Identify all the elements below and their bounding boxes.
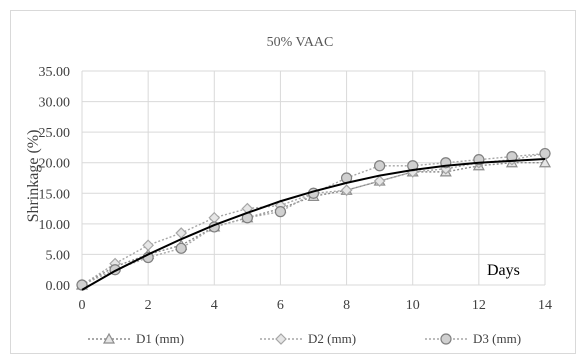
y-tick-labels: 0.00 5.00 10.00 15.00 20.00 25.00 30.00 35.00 xyxy=(39,65,71,294)
x-tick-label: 4 xyxy=(211,298,218,313)
legend-item-1: D1 (mm) xyxy=(88,331,184,346)
chart-frame xyxy=(10,10,576,354)
y-tick-label: 0.00 xyxy=(46,279,71,294)
y-tick-label: 20.00 xyxy=(39,157,71,172)
x-tick-label: 10 xyxy=(406,298,420,313)
series-2-point xyxy=(208,211,221,224)
x-tick-label: 8 xyxy=(343,298,350,313)
x-tick-label: 14 xyxy=(538,298,552,313)
legend-item-3: D3 (mm) xyxy=(425,331,521,346)
series-3-point xyxy=(539,147,551,160)
series-2-point xyxy=(373,175,386,187)
y-tick-label: 35.00 xyxy=(39,65,71,80)
trendline-layer xyxy=(81,158,546,291)
series-3-point xyxy=(274,206,287,218)
days-annotation: Days xyxy=(487,262,520,279)
x-tick-label: 12 xyxy=(472,298,486,313)
legend-label: D2 (mm) xyxy=(308,331,356,346)
legend-label: D1 (mm) xyxy=(136,331,184,346)
y-tick-label: 30.00 xyxy=(39,96,71,111)
series-line-2 xyxy=(81,152,546,286)
y-tick-label: 15.00 xyxy=(39,187,71,202)
x-tick-labels: 0 2 4 6 8 10 12 14 xyxy=(79,298,553,313)
series-3-point xyxy=(175,242,187,254)
legend-item-2: D2 (mm) xyxy=(260,331,356,346)
x-tick-label: 0 xyxy=(79,298,86,313)
y-tick-label: 10.00 xyxy=(39,218,71,233)
x-tick-label: 2 xyxy=(145,298,152,313)
legend-marker xyxy=(102,332,116,344)
legend-marker xyxy=(275,333,287,345)
legend-label: D3 (mm) xyxy=(473,331,521,346)
x-tick-label: 6 xyxy=(277,298,284,313)
trendline xyxy=(81,158,546,291)
legend-marker xyxy=(440,333,452,345)
chart-title: 50% VAAC xyxy=(267,35,334,50)
y-tick-label: 5.00 xyxy=(46,248,71,263)
series-1-point xyxy=(538,156,552,168)
grid xyxy=(81,70,546,286)
series-layer xyxy=(75,147,552,291)
series-3-point xyxy=(374,160,386,172)
series-3 xyxy=(76,147,551,291)
legend: D1 (mm) D2 (mm) D3 (mm) xyxy=(88,331,521,346)
series-2-point xyxy=(175,227,188,239)
series-2-point xyxy=(340,184,353,197)
series-line-3 xyxy=(81,152,546,286)
y-axis-label: Shrinkage (%) xyxy=(25,130,42,223)
series-2-point xyxy=(142,239,154,252)
y-tick-label: 25.00 xyxy=(39,126,71,141)
